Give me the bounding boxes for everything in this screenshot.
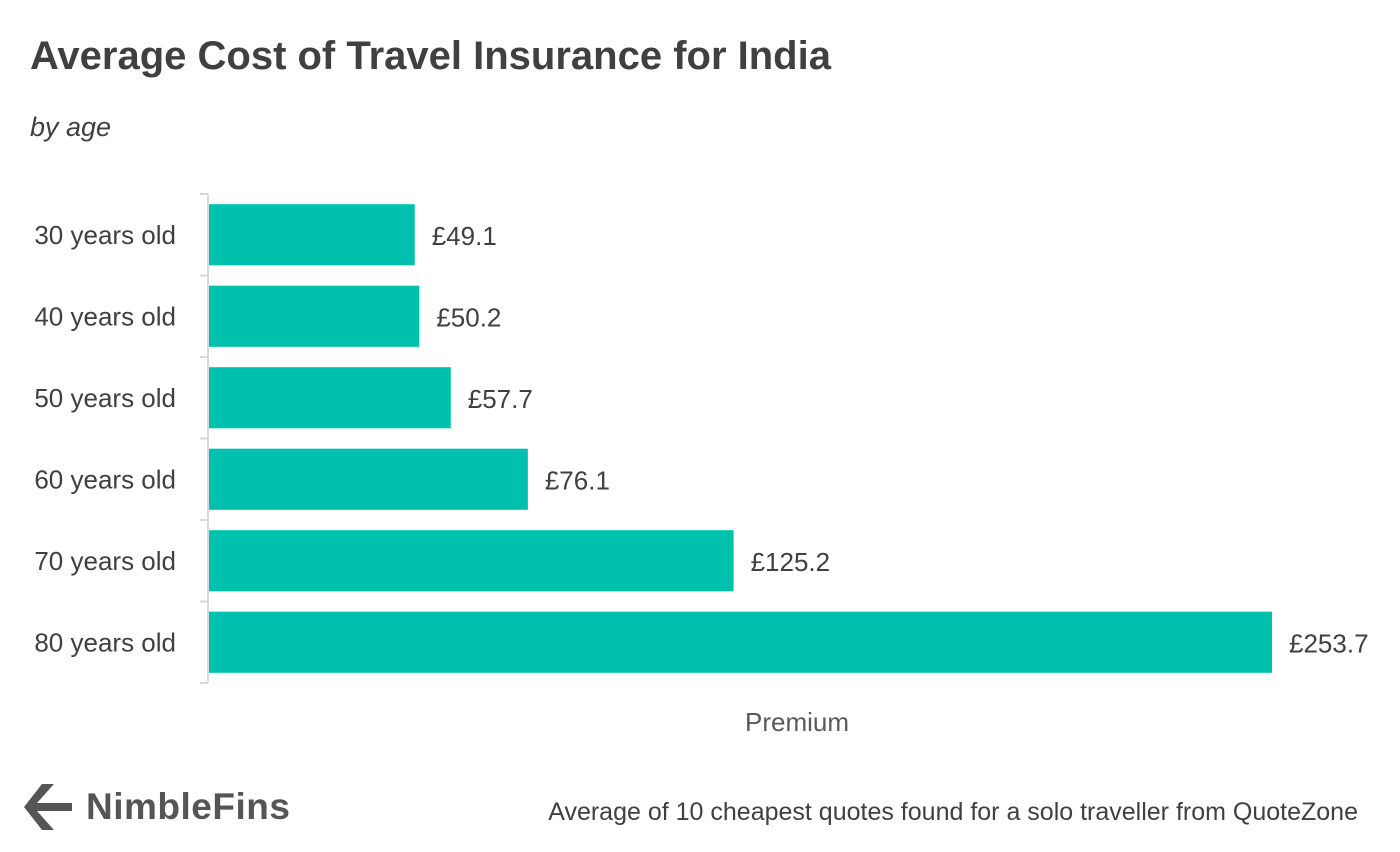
y-tick-label: 30 years old <box>34 220 176 250</box>
chart-subtitle: by age <box>30 112 112 142</box>
y-tick-label: 70 years old <box>34 546 176 576</box>
data-label: £125.2 <box>751 547 831 577</box>
bar <box>209 285 420 347</box>
x-axis-title: Premium <box>745 707 849 737</box>
bar <box>209 367 451 429</box>
bar <box>209 530 734 592</box>
y-tick-label: 40 years old <box>34 301 176 331</box>
data-label: £50.2 <box>436 302 501 332</box>
chart-title: Average Cost of Travel Insurance for Ind… <box>30 34 831 78</box>
data-label: £253.7 <box>1289 628 1369 658</box>
data-label: £49.1 <box>432 221 497 251</box>
bars-layer <box>209 204 1272 673</box>
bar <box>209 448 528 510</box>
data-label: £57.7 <box>468 384 533 414</box>
y-tick-label: 50 years old <box>34 383 176 413</box>
y-tick-label: 60 years old <box>34 464 176 494</box>
labels-layer: 30 years old £49.1 40 years old £50.2 50 yea… <box>34 220 1368 659</box>
bar <box>209 611 1272 673</box>
axis-layer <box>200 193 209 684</box>
brand-name: NimbleFins <box>86 786 291 827</box>
chevron-left-icon <box>24 784 72 830</box>
source-footnote: Average of 10 cheapest quotes found for … <box>548 798 1358 826</box>
brand-logo: NimbleFins <box>22 780 290 834</box>
data-label: £76.1 <box>545 465 610 495</box>
bar <box>209 204 415 266</box>
y-tick-label: 80 years old <box>34 627 176 657</box>
